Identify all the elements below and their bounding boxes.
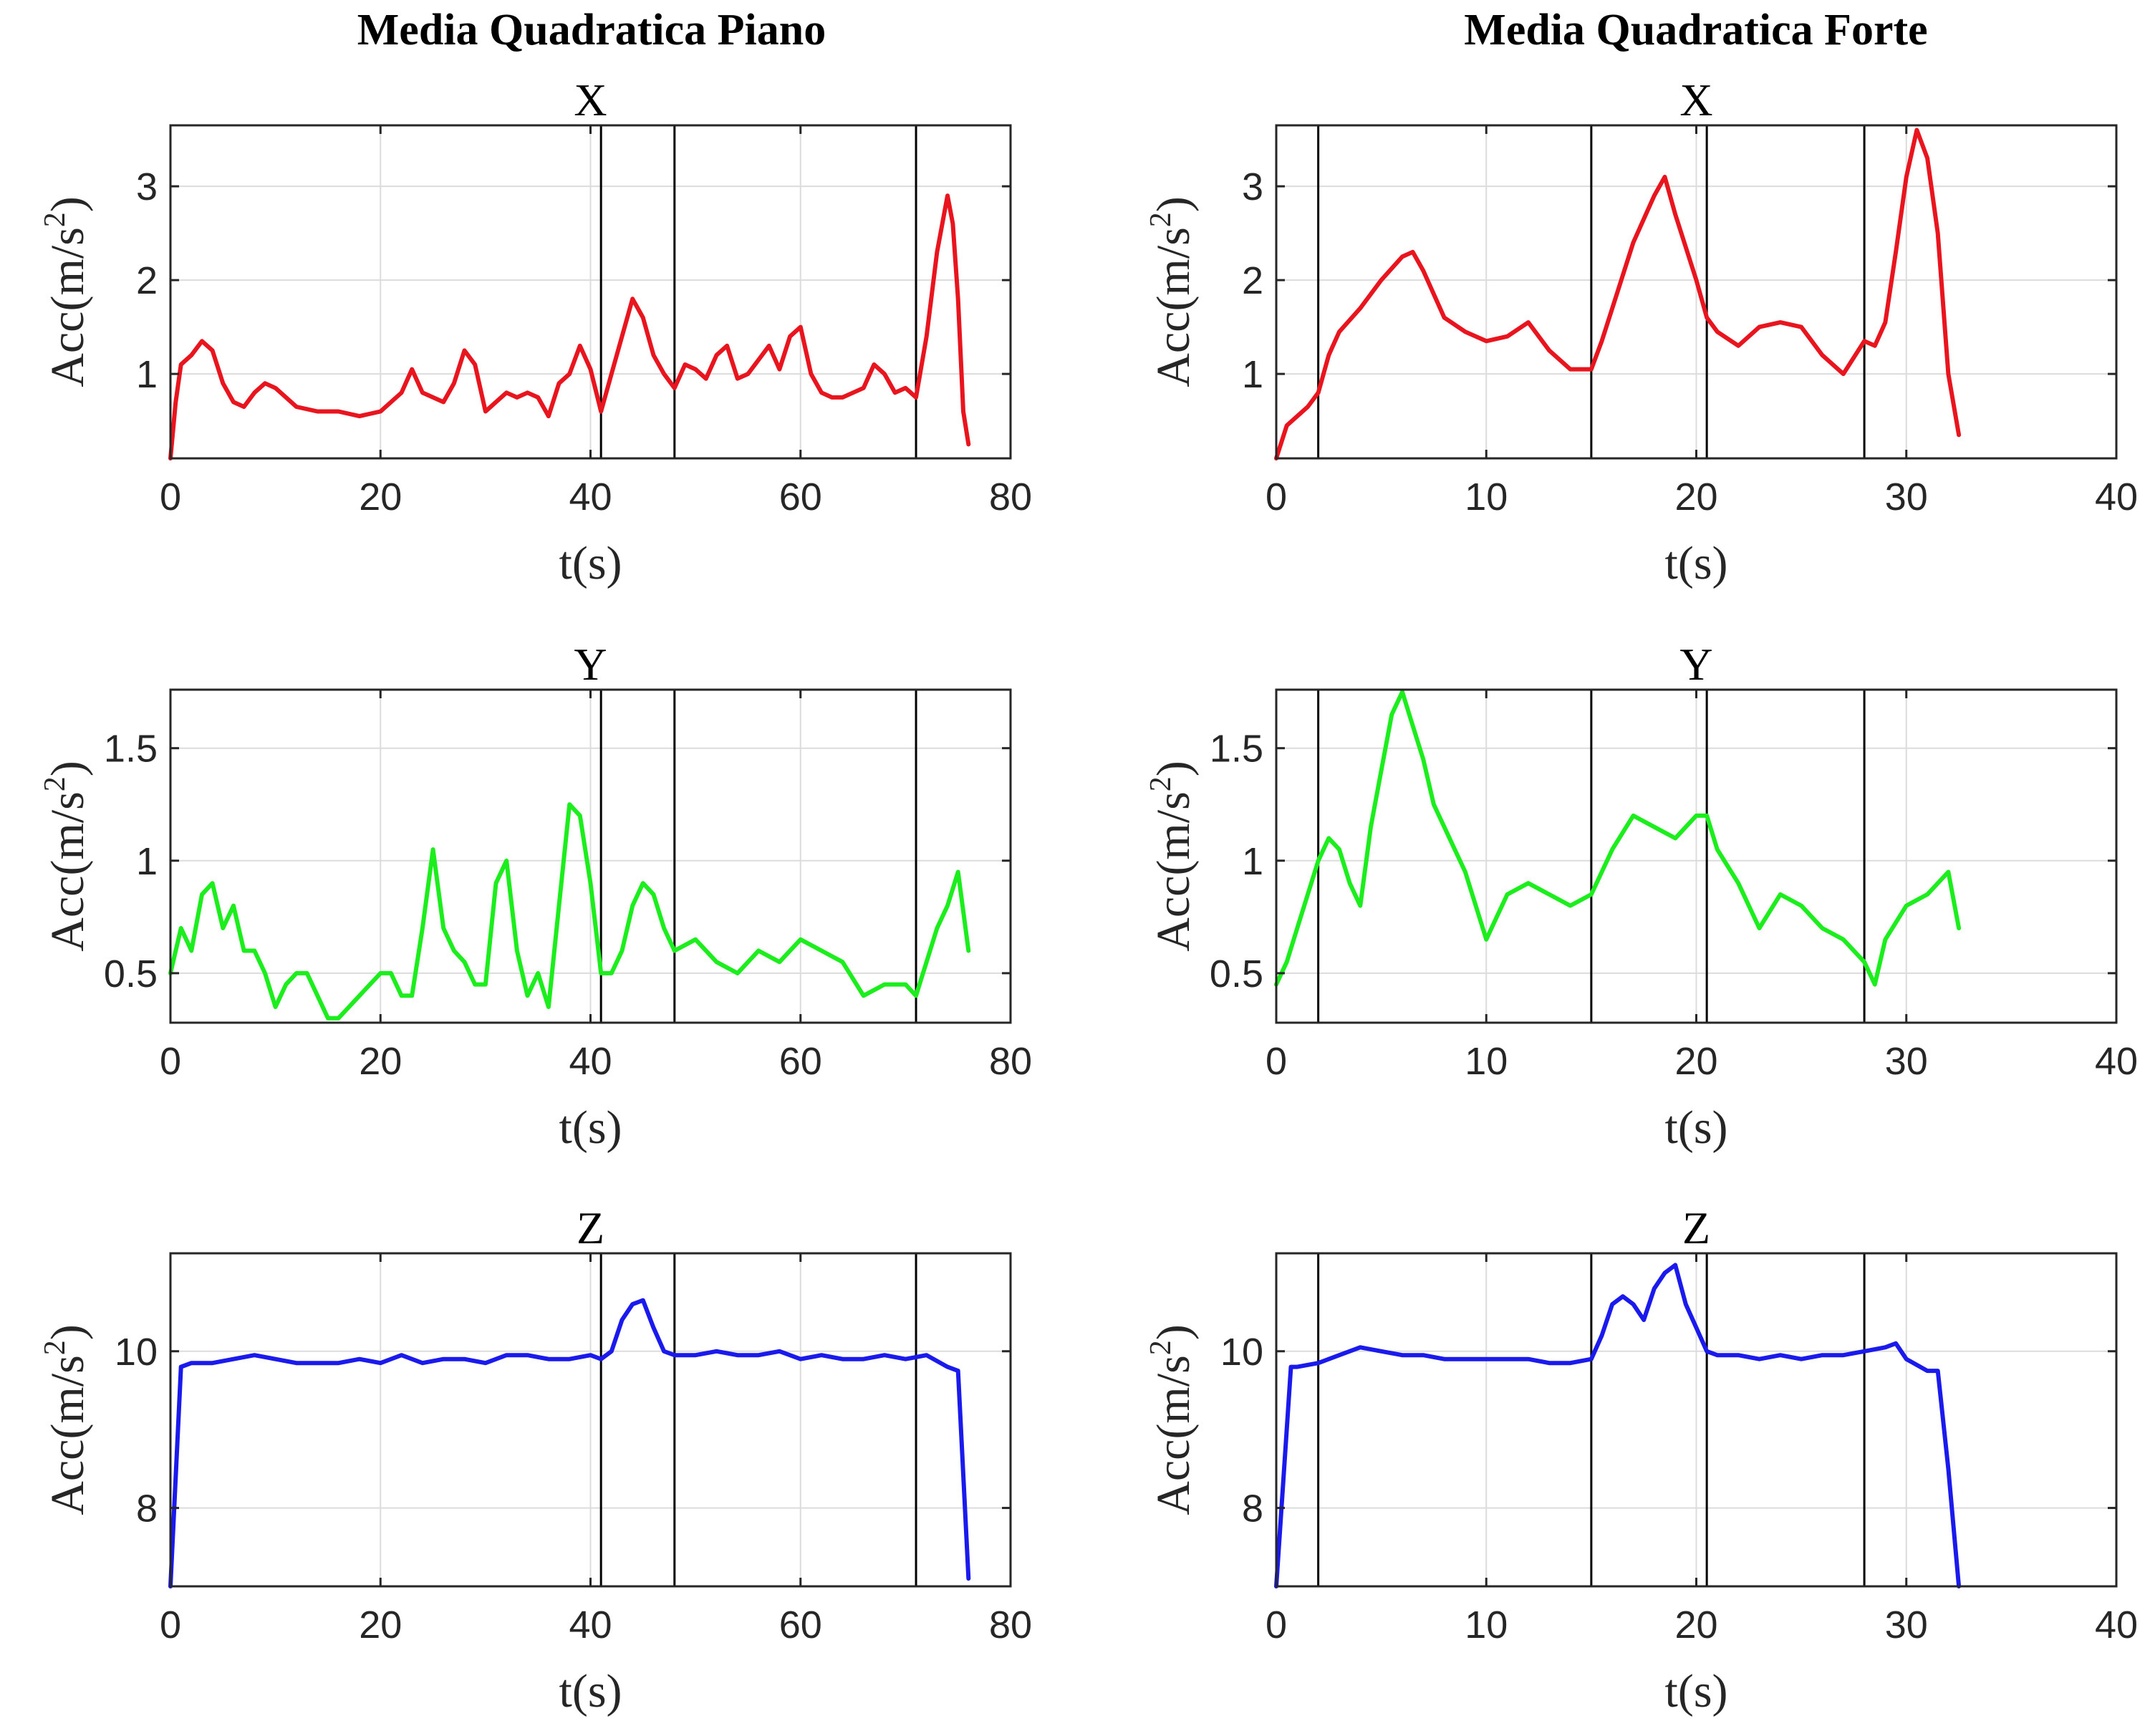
x-axis-label: t(s) — [559, 537, 622, 589]
y-tick-label: 1 — [1242, 840, 1263, 883]
x-tick-label: 20 — [359, 1604, 402, 1646]
x-tick-label: 20 — [359, 476, 402, 519]
y-axis-label: Acc(m/s2) — [1144, 196, 1200, 387]
y-tick-label: 1 — [136, 353, 158, 396]
x-axis-label: t(s) — [1665, 1665, 1728, 1717]
x-axis-label: t(s) — [1665, 1101, 1728, 1154]
x-tick-label: 0 — [160, 476, 181, 519]
y-tick-label: 8 — [1242, 1487, 1263, 1530]
panel-title: X — [574, 74, 607, 125]
y-tick-label: 2 — [136, 259, 158, 302]
y-axis-label: Acc(m/s2) — [39, 761, 94, 952]
y-axis-label: Acc(m/s2) — [1144, 1324, 1200, 1515]
x-tick-label: 0 — [160, 1040, 181, 1083]
column-title-piano: Media Quadratica Piano — [357, 6, 826, 54]
panel-1: 0 20 40 60 80 1 2 3 Xt(s) Acc(m/s2) — [39, 74, 1032, 589]
x-tick-label: 80 — [989, 1040, 1032, 1083]
y-tick-label: 10 — [115, 1331, 158, 1374]
panel-title: Y — [574, 639, 607, 690]
series-line-1 — [168, 193, 971, 460]
panel-3: 0 20 40 60 80 0.5 1 1.5 Yt(s) Acc(m/s2) — [39, 639, 1032, 1154]
x-tick-label: 10 — [1465, 476, 1508, 519]
x-axis-label: t(s) — [559, 1101, 622, 1154]
panel-5: 0 20 40 60 80 8 10 Zt(s) Acc(m/s2) — [39, 1202, 1032, 1717]
series-line-1 — [1274, 1263, 1962, 1588]
y-tick-label: 1.5 — [104, 728, 158, 771]
x-tick-label: 10 — [1465, 1604, 1508, 1646]
y-axis-label: Acc(m/s2) — [39, 1324, 94, 1515]
panel-title: Z — [1682, 1202, 1710, 1253]
y-axis-label: Acc(m/s2) — [39, 196, 94, 387]
x-tick-label: 80 — [989, 476, 1032, 519]
panel-2: 0 10 20 30 40 1 2 3 Xt(s) Acc(m/s2) — [1144, 74, 2138, 589]
panel-title: Z — [577, 1202, 604, 1253]
x-tick-label: 40 — [569, 1604, 612, 1646]
column-title-forte: Media Quadratica Forte — [1464, 6, 1927, 54]
y-tick-label: 0.5 — [1210, 953, 1263, 995]
x-tick-label: 80 — [989, 1604, 1032, 1646]
x-tick-label: 60 — [779, 1040, 822, 1083]
x-tick-label: 40 — [2095, 1040, 2138, 1083]
x-tick-label: 30 — [1885, 476, 1928, 519]
x-tick-label: 20 — [1674, 1040, 1717, 1083]
x-tick-label: 0 — [1266, 1040, 1287, 1083]
x-axis-label: t(s) — [1665, 537, 1728, 589]
x-tick-label: 40 — [569, 476, 612, 519]
panel-6: 0 10 20 30 40 8 10 Zt(s) Acc(m/s2) — [1144, 1202, 2138, 1717]
y-tick-label: 3 — [1242, 165, 1263, 208]
y-axis-label: Acc(m/s2) — [1144, 761, 1200, 952]
x-tick-label: 0 — [160, 1604, 181, 1646]
panel-title: X — [1679, 74, 1712, 125]
x-tick-label: 30 — [1885, 1040, 1928, 1083]
panel-4: 0 10 20 30 40 0.5 1 1.5 Yt(s) Acc(m/s2) — [1144, 639, 2138, 1154]
series-line-1 — [168, 1298, 971, 1588]
x-tick-label: 60 — [779, 1604, 822, 1646]
x-axis-label: t(s) — [559, 1665, 622, 1717]
x-tick-label: 40 — [569, 1040, 612, 1083]
x-tick-label: 40 — [2095, 476, 2138, 519]
y-tick-label: 2 — [1242, 259, 1263, 302]
x-tick-label: 0 — [1266, 476, 1287, 519]
y-tick-label: 8 — [136, 1487, 158, 1530]
y-tick-label: 1 — [136, 840, 158, 883]
series-line-1 — [1274, 127, 1962, 460]
x-tick-label: 0 — [1266, 1604, 1287, 1646]
y-tick-label: 1.5 — [1210, 728, 1263, 771]
x-tick-label: 40 — [2095, 1604, 2138, 1646]
x-tick-label: 20 — [1674, 1604, 1717, 1646]
y-tick-label: 10 — [1220, 1331, 1263, 1374]
x-tick-label: 20 — [1674, 476, 1717, 519]
x-tick-label: 10 — [1465, 1040, 1508, 1083]
y-tick-label: 1 — [1242, 353, 1263, 396]
panel-title: Y — [1679, 639, 1712, 690]
x-tick-label: 60 — [779, 476, 822, 519]
y-tick-label: 0.5 — [104, 953, 158, 995]
x-tick-label: 30 — [1885, 1604, 1928, 1646]
y-tick-label: 3 — [136, 165, 158, 208]
x-tick-label: 20 — [359, 1040, 402, 1083]
series-line-1 — [168, 802, 971, 1021]
series-line-1 — [1274, 690, 1962, 987]
